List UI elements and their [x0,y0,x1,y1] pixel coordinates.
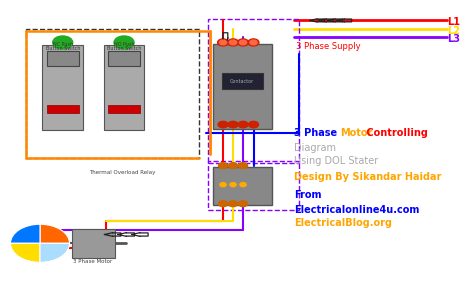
Text: L1: L1 [447,17,460,27]
Bar [108,105,140,113]
Circle shape [238,163,247,168]
Text: Thermal Overload Relay: Thermal Overload Relay [89,170,155,176]
Circle shape [237,39,248,46]
Text: Design By Sikandar Haidar: Design By Sikandar Haidar [294,172,442,182]
Bar [208,19,299,163]
Circle shape [250,40,257,45]
Bar [213,167,272,205]
Circle shape [238,121,248,128]
Text: ElectricalBlog.org: ElectricalBlog.org [294,218,392,228]
Circle shape [219,201,228,207]
Circle shape [228,201,237,207]
Circle shape [228,39,238,46]
Text: Contactor: Contactor [230,79,254,84]
Text: L3: L3 [447,34,460,44]
Text: Controlling: Controlling [363,128,428,138]
Circle shape [53,36,73,49]
Text: NO Push: NO Push [114,42,134,47]
Text: Motor: Motor [340,128,372,138]
Bar [213,44,272,129]
Circle shape [238,201,247,207]
Circle shape [239,40,246,45]
Wedge shape [10,224,40,243]
Text: L2: L2 [447,26,460,36]
Bar [108,51,140,66]
Circle shape [230,183,236,187]
Text: Electricalonline4u.com: Electricalonline4u.com [294,205,420,215]
Circle shape [218,39,228,46]
Circle shape [248,121,258,128]
Text: 3 Phase Motor: 3 Phase Motor [73,259,112,264]
Bar [47,51,79,66]
Circle shape [240,183,246,187]
Bar [47,105,79,113]
Text: Using DOL Stater: Using DOL Stater [294,156,379,166]
Text: Button Switch: Button Switch [107,46,141,51]
Circle shape [219,163,228,168]
Text: Button Switch: Button Switch [46,46,80,51]
Text: 3 Phase Supply: 3 Phase Supply [296,42,361,51]
Circle shape [248,39,259,46]
Text: 3 Phase: 3 Phase [294,128,341,138]
Circle shape [114,36,134,49]
Wedge shape [40,243,70,262]
Circle shape [219,40,227,45]
Text: NC Push: NC Push [53,42,73,47]
Bar [222,73,263,89]
Wedge shape [10,243,40,262]
Circle shape [218,121,228,128]
Bar [208,161,299,210]
Bar [27,29,199,158]
Bar [42,45,83,131]
Text: Diagram: Diagram [294,143,337,153]
Circle shape [228,163,237,168]
Circle shape [228,121,238,128]
Circle shape [229,40,237,45]
Wedge shape [40,224,70,243]
Circle shape [220,183,226,187]
Bar [72,229,115,258]
Bar [104,45,145,131]
Text: From: From [294,190,322,200]
